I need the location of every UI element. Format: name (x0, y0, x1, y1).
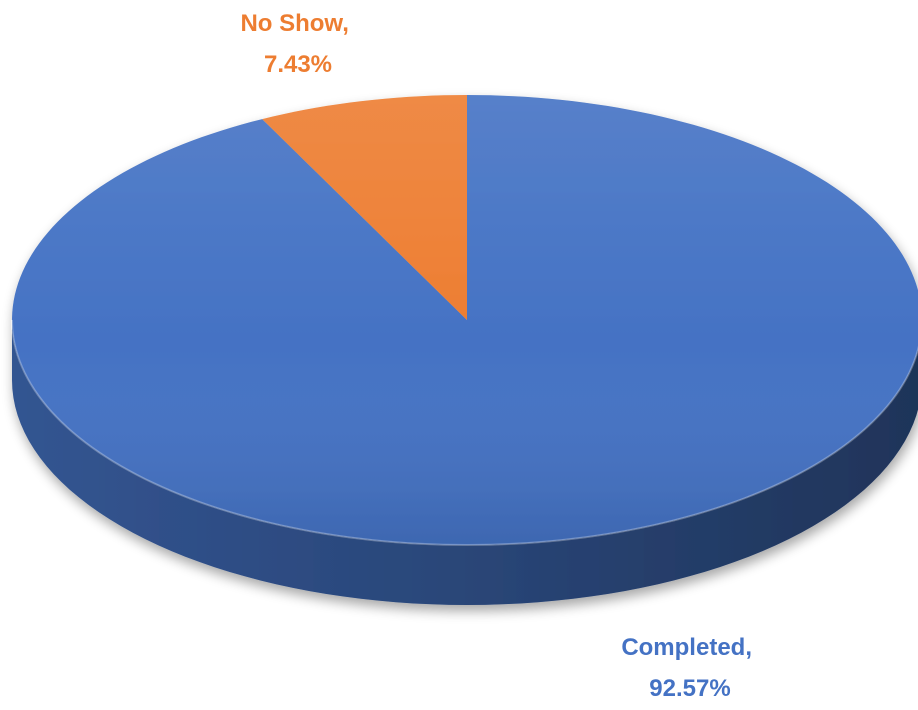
slice-label-completed-value: 92.57% (649, 675, 730, 702)
pie-rim-highlight (11, 319, 918, 547)
pie-top-gloss (12, 95, 918, 545)
pie-side-walls (12, 320, 918, 605)
slice-label-completed-name: Completed, (621, 634, 752, 661)
slice-side-shading-completed (12, 320, 918, 605)
slice-label-completed: Completed, 92.57% (621, 634, 758, 702)
pie-top-faces (11, 95, 918, 547)
slice-label-no-show-name: No Show, (240, 10, 348, 37)
slice-label-no-show-value: 7.43% (264, 51, 332, 78)
pie-body (11, 95, 918, 605)
slice-label-no-show: No Show, 7.43% (240, 10, 355, 78)
